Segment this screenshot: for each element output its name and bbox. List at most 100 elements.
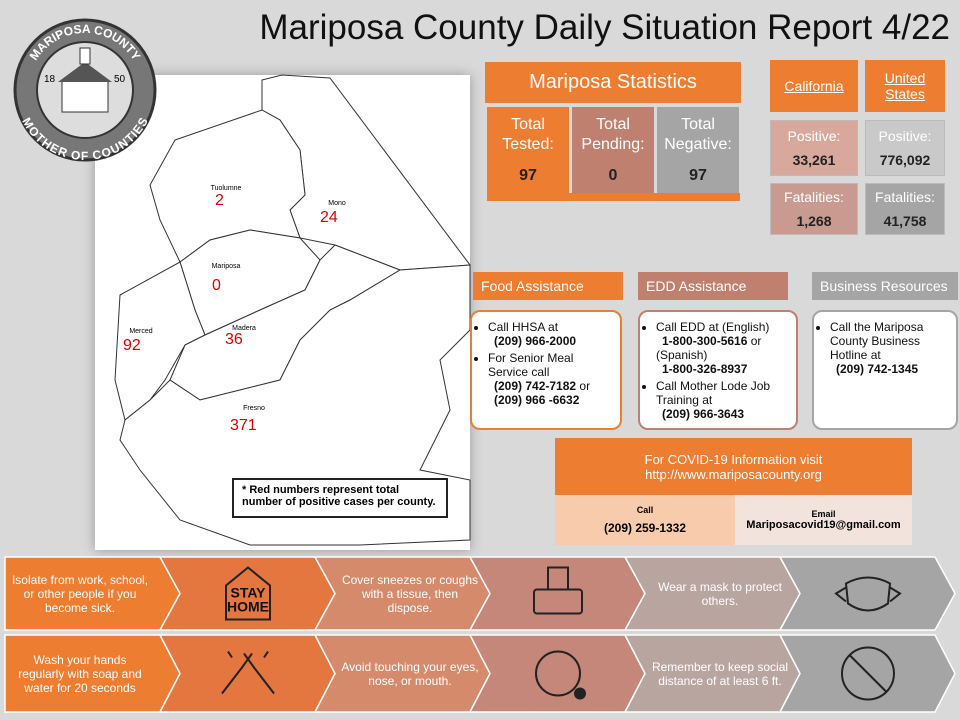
tip-text: Wear a mask to protect others. [658, 579, 782, 608]
stat-label: Total Tested: [502, 116, 554, 153]
county-name: Fresno [243, 405, 265, 412]
assist-item: For Senior Meal Service call (209) 742-7… [488, 351, 614, 407]
county-cases: 0 [212, 277, 221, 294]
icon-shape [547, 566, 569, 590]
icon-shape [535, 650, 581, 697]
icon [225, 566, 271, 621]
assist-header: EDD Assistance [638, 272, 788, 300]
icon-shape [841, 646, 895, 701]
map-note: * Red numbers represent total number of … [232, 478, 448, 518]
covid-url: http://www.mariposacounty.org [645, 466, 822, 482]
assist-text: or [579, 379, 591, 393]
assist-text: Call the Mariposa County Business Hotlin… [830, 320, 924, 362]
region-positive: Positive: 776,092 [865, 120, 945, 176]
county-shape [114, 261, 206, 421]
county-cases: 2 [215, 192, 224, 209]
tip-text: Cover sneezes or coughs with a tissue, t… [341, 572, 479, 615]
email-box: Email Mariposacovid19@gmail.com [735, 495, 912, 545]
assist-text: For Senior Meal Service call [488, 351, 574, 379]
assist-text: Call EDD at (English) [656, 320, 770, 334]
phone: (209) 966-2000 [494, 334, 577, 348]
county-name: Mono [328, 200, 346, 207]
region-positive: Positive: 33,261 [770, 120, 858, 176]
icon [533, 566, 583, 615]
stat-cell: Total Pending: 0 [572, 107, 654, 193]
county-cases: 36 [225, 331, 243, 348]
call-label: Call [636, 505, 654, 515]
covid-line: For COVID-19 Information visit [644, 451, 823, 467]
icon [221, 650, 275, 695]
region-fatalities: Fatalities: 1,268 [770, 183, 858, 235]
assist-body: Call HHSA at (209) 966-2000 For Senior M… [470, 310, 622, 430]
county-cases: 24 [320, 209, 338, 226]
phone: (209) 966-3643 [662, 407, 745, 421]
stats-title: Mariposa Statistics [485, 62, 741, 103]
county-cases: 371 [230, 417, 257, 434]
positive-value: 33,261 [792, 152, 836, 168]
tip-text: Isolate from work, school, or other peop… [11, 572, 149, 615]
fatalities-label: Fatalities: [784, 189, 844, 205]
icon-shape [225, 566, 271, 621]
county-name: Tuolumne [211, 185, 242, 192]
positive-label: Positive: [787, 128, 841, 144]
assist-list: Call the Mariposa County Business Hotlin… [820, 320, 950, 376]
covid-info: For COVID-19 Information visit http://ww… [555, 438, 912, 495]
icon [841, 646, 895, 701]
assist-list: Call HHSA at (209) 966-2000 For Senior M… [478, 320, 614, 407]
icon-shape [533, 588, 583, 615]
chevron [468, 634, 646, 713]
region-header: California [770, 60, 858, 112]
assist-header: Food Assistance [473, 272, 623, 300]
assist-body: Call EDD at (English) 1-800-300-5616 or … [638, 310, 798, 430]
icon-shape [221, 650, 275, 695]
region-header: United States [865, 60, 945, 112]
county-name: Madera [232, 325, 256, 332]
chevron [158, 634, 336, 713]
assist-text: Call Mother Lode Job Training at [656, 379, 771, 407]
stat-value: 97 [689, 167, 707, 184]
phone: (209) 966 -6632 [494, 393, 580, 407]
email-label: Email [811, 509, 836, 519]
stat-label: Total Negative: [664, 116, 732, 153]
call-number: (209) 259-1332 [603, 521, 687, 535]
fatalities-value: 1,268 [796, 213, 832, 229]
tip-text: Remember to keep social distance of at l… [651, 659, 789, 688]
stat-value: 97 [519, 167, 537, 184]
assist-text: or (Spanish) [656, 334, 762, 362]
call-box: Call (209) 259-1332 [555, 495, 735, 545]
stat-cell: Total Negative: 97 [657, 107, 739, 193]
icon-shape [849, 654, 887, 693]
county-name: Mariposa [212, 263, 241, 270]
county-cases: 92 [123, 337, 141, 354]
phone: (209) 742-1345 [836, 362, 919, 376]
assist-item: Call HHSA at (209) 966-2000 [488, 320, 614, 348]
stat-label: Total Pending: [581, 116, 645, 153]
email-address: Mariposacovid19@gmail.com [746, 519, 901, 531]
stat-cell: Total Tested: 97 [487, 107, 569, 193]
phone: 1-800-300-5616 [662, 334, 748, 348]
assist-item: Call EDD at (English) 1-800-300-5616 or … [656, 320, 790, 376]
stats-strip [487, 193, 740, 201]
title: Mariposa County Daily Situation Report 4… [259, 8, 950, 47]
assist-item: Call Mother Lode Job Training at (209) 9… [656, 379, 790, 421]
stay-home: STAY [230, 585, 266, 601]
icon-shape [574, 687, 586, 700]
positive-label: Positive: [878, 128, 932, 144]
icon [834, 576, 902, 612]
logo-year: 18 [44, 74, 56, 85]
assist-text: Call HHSA at [488, 320, 559, 334]
county-name: Merced [129, 328, 152, 335]
region-fatalities: Fatalities: 41,758 [865, 183, 945, 235]
fatalities-label: Fatalities: [875, 189, 935, 205]
map [114, 74, 471, 546]
assist-header: Business Resources [812, 272, 958, 300]
assist-list: Call EDD at (English) 1-800-300-5616 or … [646, 320, 790, 421]
logo: MARIPOSA COUNTY MOTHER OF COUNTIES 18 50 [13, 18, 157, 163]
tip-text: Wash your hands regularly with soap and … [18, 652, 142, 695]
positive-value: 776,092 [879, 152, 931, 168]
icon [535, 650, 586, 700]
fatalities-value: 41,758 [883, 213, 927, 229]
chevron [778, 556, 956, 631]
